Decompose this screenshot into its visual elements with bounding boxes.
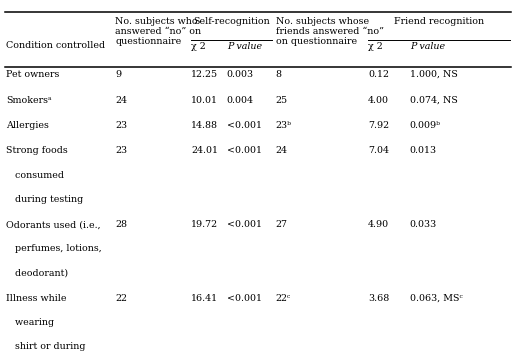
Text: 0.12: 0.12 bbox=[368, 70, 389, 79]
Text: <0.001: <0.001 bbox=[227, 121, 262, 130]
Text: 16.41: 16.41 bbox=[191, 293, 218, 303]
Text: 0.063, MSᶜ: 0.063, MSᶜ bbox=[410, 293, 462, 303]
Text: 22: 22 bbox=[116, 293, 127, 303]
Text: 1.000, NS: 1.000, NS bbox=[410, 70, 458, 79]
Text: 24: 24 bbox=[276, 147, 288, 156]
Text: 22ᶜ: 22ᶜ bbox=[276, 293, 291, 303]
Text: 23: 23 bbox=[116, 147, 127, 156]
Text: χ 2: χ 2 bbox=[368, 42, 383, 51]
Text: Illness while: Illness while bbox=[6, 293, 67, 303]
Text: 10.01: 10.01 bbox=[191, 96, 218, 105]
Text: No. subjects who
answered “no” on
questionnaire: No. subjects who answered “no” on questi… bbox=[116, 17, 202, 47]
Text: <0.001: <0.001 bbox=[227, 293, 262, 303]
Text: 23: 23 bbox=[116, 121, 127, 130]
Text: 24.01: 24.01 bbox=[191, 147, 218, 156]
Text: perfumes, lotions,: perfumes, lotions, bbox=[6, 244, 102, 253]
Text: shirt or during: shirt or during bbox=[6, 342, 86, 351]
Text: 8: 8 bbox=[276, 70, 282, 79]
Text: 7.92: 7.92 bbox=[368, 121, 390, 130]
Text: wearing: wearing bbox=[6, 318, 54, 327]
Text: Strong foods: Strong foods bbox=[6, 147, 68, 156]
Text: 3.68: 3.68 bbox=[368, 293, 390, 303]
Text: 14.88: 14.88 bbox=[191, 121, 218, 130]
Text: 0.033: 0.033 bbox=[410, 220, 437, 229]
Text: 4.00: 4.00 bbox=[368, 96, 389, 105]
Text: 9: 9 bbox=[116, 70, 122, 79]
Text: 0.009ᵇ: 0.009ᵇ bbox=[410, 121, 441, 130]
Text: 25: 25 bbox=[276, 96, 288, 105]
Text: 7.04: 7.04 bbox=[368, 147, 389, 156]
Text: <0.001: <0.001 bbox=[227, 220, 262, 229]
Text: 27: 27 bbox=[276, 220, 288, 229]
Text: χ 2: χ 2 bbox=[191, 42, 206, 51]
Text: deodorant): deodorant) bbox=[6, 268, 68, 277]
Text: <0.001: <0.001 bbox=[227, 147, 262, 156]
Text: No. subjects whose
friends answered “no”
on questionnaire: No. subjects whose friends answered “no”… bbox=[276, 17, 384, 47]
Text: 19.72: 19.72 bbox=[191, 220, 218, 229]
Text: P value: P value bbox=[410, 42, 445, 51]
Text: 28: 28 bbox=[116, 220, 127, 229]
Text: Friend recognition: Friend recognition bbox=[394, 17, 484, 26]
Text: 24: 24 bbox=[116, 96, 127, 105]
Text: 0.074, NS: 0.074, NS bbox=[410, 96, 458, 105]
Text: 12.25: 12.25 bbox=[191, 70, 218, 79]
Text: Pet owners: Pet owners bbox=[6, 70, 59, 79]
Text: during testing: during testing bbox=[6, 195, 84, 204]
Text: P value: P value bbox=[227, 42, 262, 51]
Text: 0.004: 0.004 bbox=[227, 96, 254, 105]
Text: Condition controlled: Condition controlled bbox=[6, 41, 105, 50]
Text: 4.90: 4.90 bbox=[368, 220, 390, 229]
Text: 0.003: 0.003 bbox=[227, 70, 254, 79]
Text: consumed: consumed bbox=[6, 170, 64, 179]
Text: 0.013: 0.013 bbox=[410, 147, 437, 156]
Text: 23ᵇ: 23ᵇ bbox=[276, 121, 292, 130]
Text: Odorants used (i.e.,: Odorants used (i.e., bbox=[6, 220, 101, 229]
Text: Smokersᵃ: Smokersᵃ bbox=[6, 96, 52, 105]
Text: Allergies: Allergies bbox=[6, 121, 49, 130]
Text: Self-recognition: Self-recognition bbox=[194, 17, 270, 26]
